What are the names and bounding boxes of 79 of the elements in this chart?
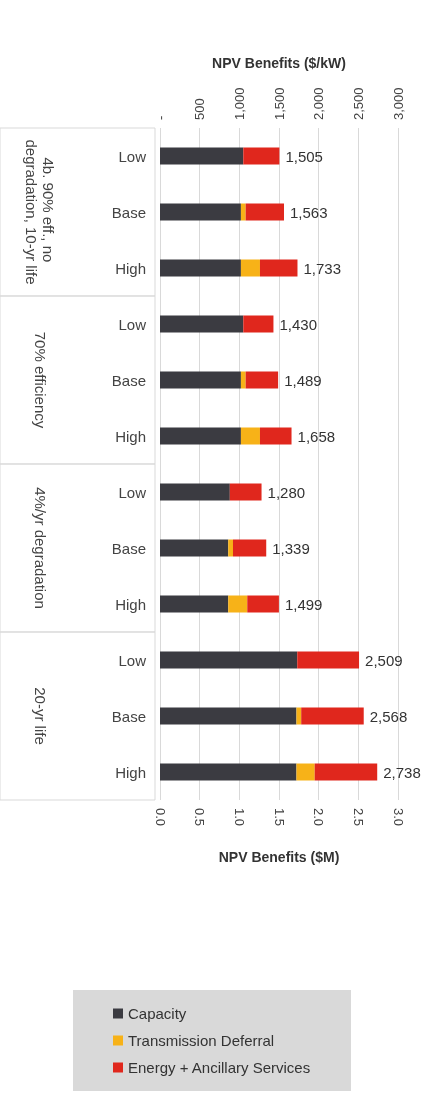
y-tick-label: High bbox=[115, 259, 146, 277]
bar bbox=[240, 203, 246, 221]
x-tick-label: 2,000 bbox=[311, 87, 327, 120]
y-tick-label: High bbox=[115, 427, 146, 445]
bar bbox=[160, 595, 229, 613]
bar bbox=[160, 315, 244, 333]
bar bbox=[160, 763, 297, 781]
y-tick-label: Base bbox=[111, 539, 146, 557]
bar bbox=[296, 763, 315, 781]
bar bbox=[243, 315, 274, 333]
text: 4b. 90% eff., no degradation, 10-yr life bbox=[23, 139, 57, 285]
x2-tick-label: 1.5 bbox=[271, 808, 287, 827]
bar bbox=[160, 147, 244, 165]
x-tick-label: 3,000 bbox=[390, 87, 406, 120]
y-tick-label: Low bbox=[118, 147, 147, 165]
x2-tick-label: 0.5 bbox=[192, 808, 208, 827]
total-label: 1,430 bbox=[279, 315, 317, 333]
text: 70% efficiency bbox=[31, 331, 49, 429]
x2-tick-label: 0.0 bbox=[152, 808, 168, 827]
x-tick-label: 500 bbox=[192, 98, 208, 120]
text: 4%/yr degradation bbox=[31, 487, 49, 609]
y-tick-label: Low bbox=[118, 651, 147, 669]
legend-label: Energy + Ancillary Services bbox=[128, 1059, 311, 1076]
bar bbox=[160, 427, 241, 445]
total-label: 2,738 bbox=[383, 763, 421, 781]
x-tick-label: - bbox=[152, 115, 168, 120]
bar bbox=[296, 707, 302, 725]
y-tick-label: Base bbox=[111, 707, 146, 725]
bar bbox=[259, 427, 292, 445]
total-label: 1,733 bbox=[303, 259, 342, 277]
total-label: 1,280 bbox=[267, 483, 306, 501]
total-label: 1,563 bbox=[290, 203, 328, 221]
bar bbox=[240, 427, 260, 445]
bar bbox=[240, 371, 246, 389]
total-label: 1,499 bbox=[284, 595, 323, 613]
bar bbox=[259, 259, 298, 277]
bar bbox=[160, 203, 241, 221]
bar bbox=[160, 651, 298, 669]
total-label: 1,339 bbox=[272, 539, 310, 557]
total-label: 1,658 bbox=[297, 427, 336, 445]
bar bbox=[243, 147, 280, 165]
total-label: 2,568 bbox=[369, 707, 408, 725]
bar bbox=[232, 539, 267, 557]
total-label: 1,489 bbox=[284, 371, 322, 389]
bar bbox=[229, 483, 262, 501]
legend-label: Capacity bbox=[128, 1005, 187, 1022]
bar bbox=[314, 763, 378, 781]
bar bbox=[245, 203, 284, 221]
bar bbox=[297, 651, 360, 669]
x-tick-label: 1,500 bbox=[271, 87, 287, 120]
x-tick-label: 1,000 bbox=[231, 87, 247, 120]
bar bbox=[301, 707, 364, 725]
x2-tick-label: 1.0 bbox=[231, 808, 247, 827]
bar bbox=[160, 371, 241, 389]
y-tick-label: Low bbox=[118, 483, 147, 501]
y-tick-label: Low bbox=[118, 315, 147, 333]
text: 20-yr life bbox=[31, 687, 49, 745]
y-tick-label: Base bbox=[111, 203, 146, 221]
bar bbox=[160, 483, 230, 501]
bar bbox=[240, 259, 260, 277]
x-tick-label: 2,500 bbox=[350, 87, 366, 120]
y-tick-label: Base bbox=[111, 371, 146, 389]
bar bbox=[247, 595, 279, 613]
x2-tick-label: 2.5 bbox=[350, 808, 366, 827]
bar bbox=[228, 595, 248, 613]
bar bbox=[160, 707, 297, 725]
bar bbox=[160, 259, 241, 277]
bar bbox=[245, 371, 279, 389]
bar bbox=[228, 539, 233, 557]
total-label: 2,509 bbox=[365, 651, 403, 669]
x2-axis-title: NPV Benefits ($M) bbox=[218, 849, 340, 865]
x2-tick-label: 2.0 bbox=[311, 808, 327, 827]
total-label: 1,505 bbox=[285, 147, 323, 165]
y-tick-label: High bbox=[115, 763, 146, 781]
legend-label: Transmission Deferral bbox=[128, 1032, 275, 1049]
bar bbox=[160, 539, 229, 557]
x-axis-title: NPV Benefits ($/kW) bbox=[212, 55, 346, 71]
x2-tick-label: 3.0 bbox=[390, 808, 406, 827]
y-tick-label: High bbox=[115, 595, 146, 613]
